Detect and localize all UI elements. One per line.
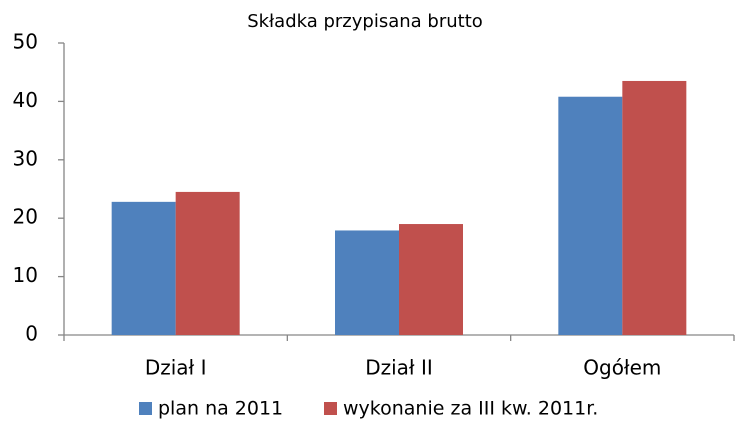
legend-swatch <box>324 402 337 415</box>
x-tick-label: Dział II <box>365 356 433 380</box>
bar <box>335 230 399 335</box>
bar <box>399 224 463 335</box>
chart-title: Składka przypisana brutto <box>247 11 483 32</box>
legend-swatch <box>139 402 152 415</box>
x-tick-label: Ogółem <box>583 356 661 380</box>
bar <box>111 201 176 335</box>
y-tick-label: 0 <box>25 322 38 346</box>
x-tick-label: Dział I <box>145 356 207 380</box>
y-tick-label: 20 <box>13 205 38 229</box>
legend-label: plan na 2011 <box>158 398 283 420</box>
y-tick-label: 10 <box>13 263 38 287</box>
y-tick-label: 40 <box>13 88 38 112</box>
y-tick-label: 50 <box>13 30 38 54</box>
bar <box>558 96 623 335</box>
legend-label: wykonanie za III kw. 2011r. <box>343 398 598 420</box>
bar <box>622 80 687 336</box>
bar <box>175 191 240 335</box>
y-tick-label: 30 <box>13 146 38 170</box>
